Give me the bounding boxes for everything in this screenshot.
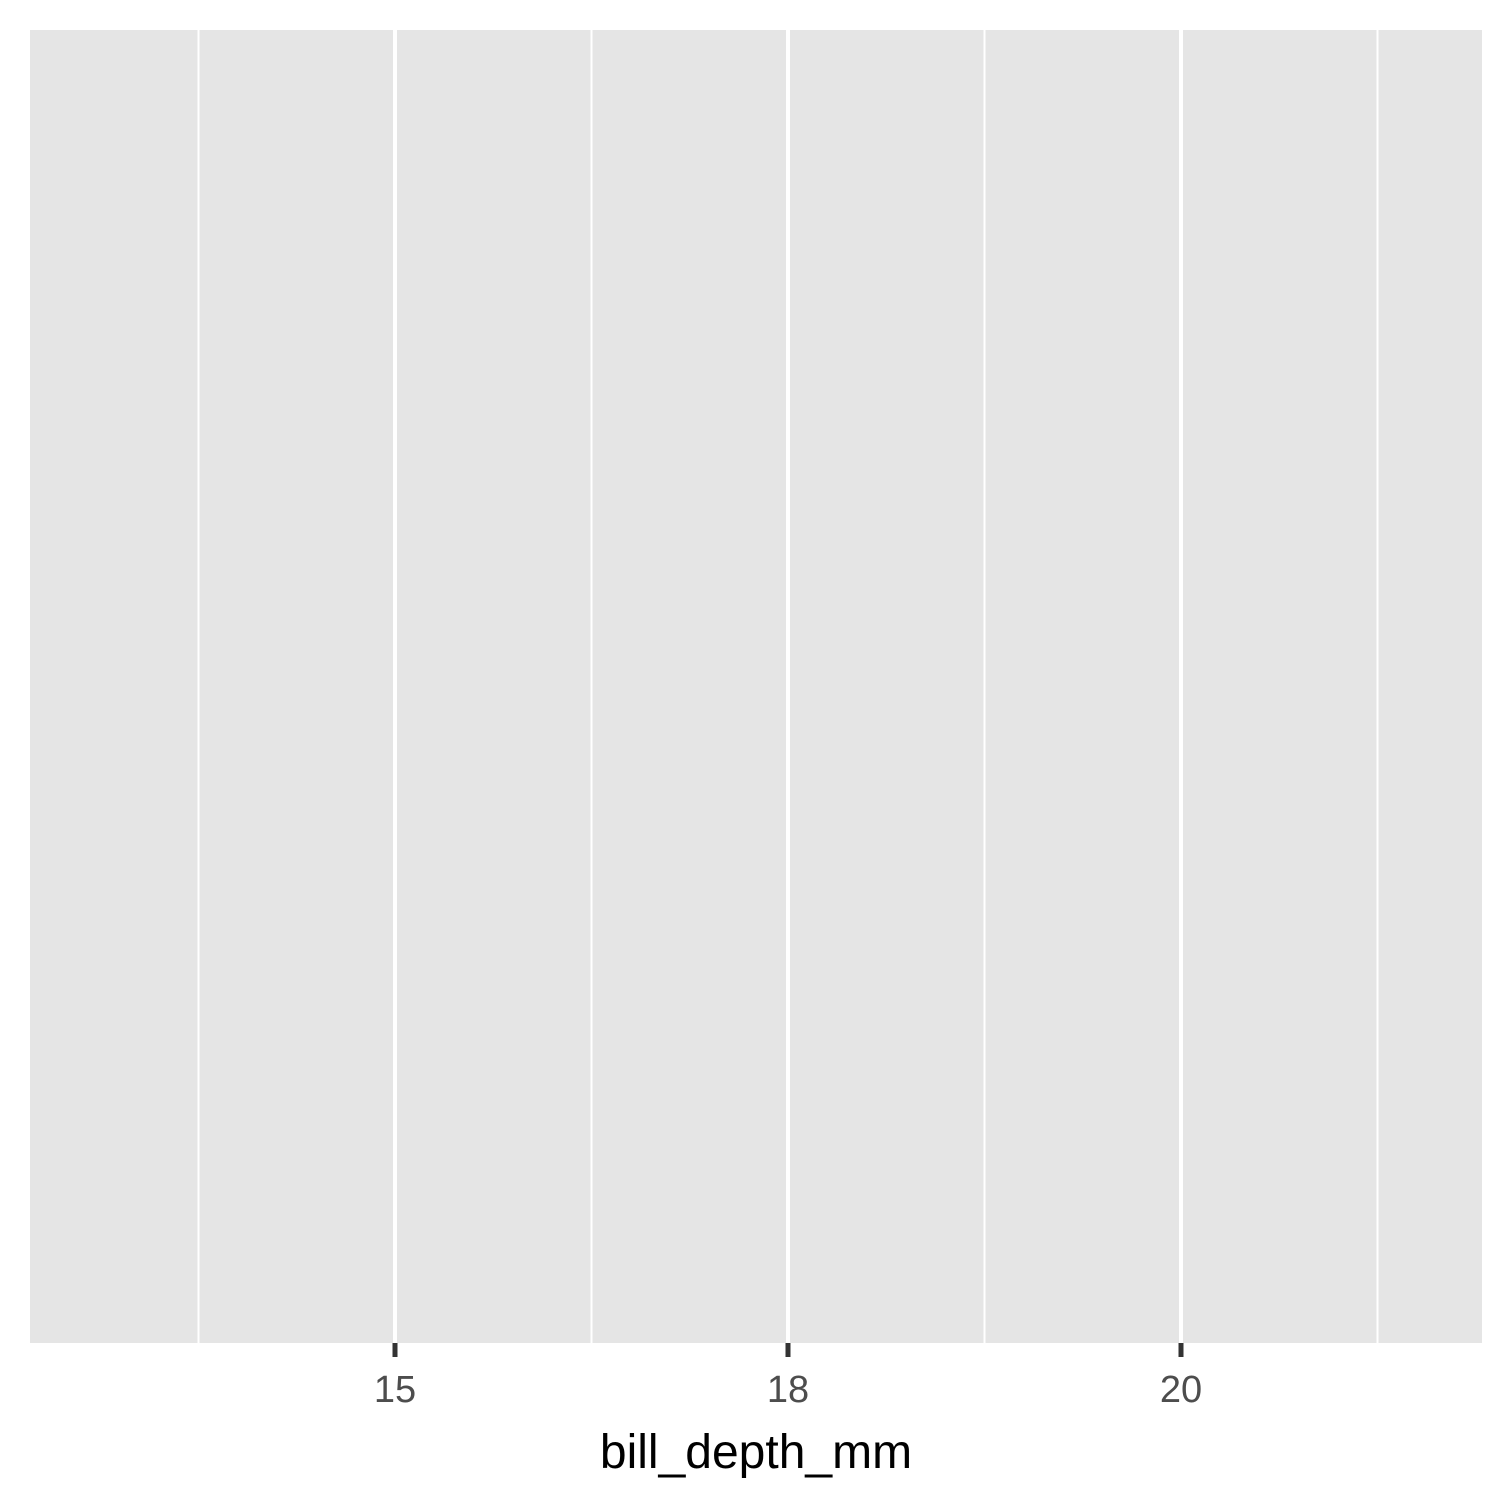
x-axis-title: bill_depth_mm [600,1426,912,1479]
x-tick-label: 15 [374,1369,416,1411]
x-tick-label: 20 [1160,1369,1202,1411]
x-axis-ticks [392,1343,1184,1357]
minor-grid-lines [197,30,1379,1343]
x-tick-label: 18 [767,1369,809,1411]
major-grid-lines [393,30,1183,1343]
plot-panel [30,30,1482,1343]
x-axis-tick-labels: 15 18 20 [374,1369,1202,1411]
